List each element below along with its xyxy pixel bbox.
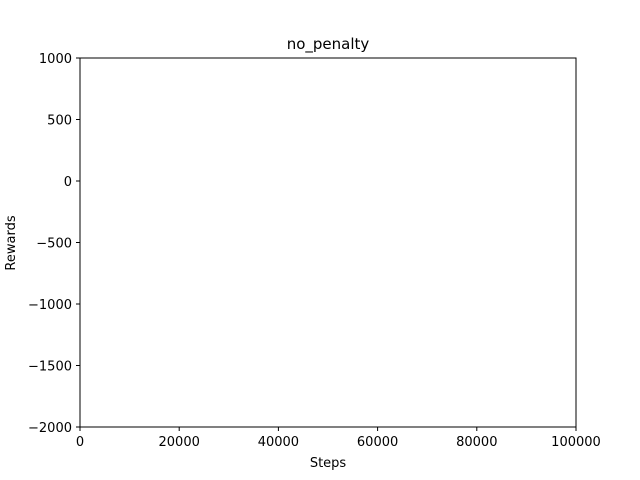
y-axis-label: Rewards	[4, 215, 19, 270]
x-tick-label: 80000	[456, 435, 497, 450]
x-axis: 0 20000 40000 60000 80000 100000	[76, 427, 601, 450]
y-tick-label: −1000	[28, 298, 72, 313]
plot-area-frame	[79, 57, 577, 428]
x-tick-label: 20000	[159, 435, 200, 450]
chart-title: no_penalty	[287, 35, 370, 54]
x-tick-label: 100000	[551, 435, 601, 450]
x-tick-label: 0	[76, 435, 84, 450]
y-tick-label: −500	[36, 237, 72, 252]
y-axis: 1000 500 0 −500 −1000 −1500 −2000	[28, 52, 80, 436]
x-tick-label: 60000	[357, 435, 398, 450]
y-tick-label: −1500	[28, 360, 72, 375]
x-tick-label: 40000	[258, 435, 299, 450]
y-tick-label: 1000	[39, 52, 72, 67]
y-tick-label: 500	[47, 114, 72, 129]
y-tick-label: −2000	[28, 421, 72, 436]
x-axis-label: Steps	[310, 456, 347, 471]
y-tick-label: 0	[64, 175, 72, 190]
